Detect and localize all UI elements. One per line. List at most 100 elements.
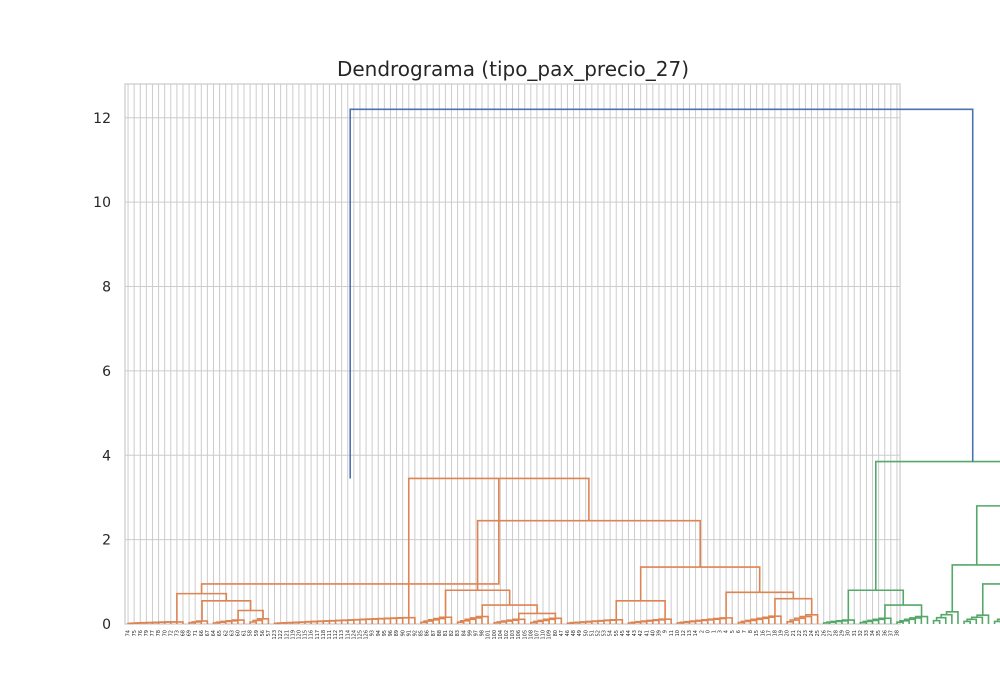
dendrogram-link-127 <box>914 615 929 624</box>
leaf-label-7: 72 <box>168 630 174 636</box>
ytick-label-4: 8 <box>102 280 111 296</box>
grid-lines <box>125 84 900 625</box>
leaf-label-28: 120 <box>297 630 303 640</box>
leaf-label-37: 124 <box>351 630 357 640</box>
leaf-label-59: 101 <box>486 630 492 640</box>
dendrogram-link-119 <box>862 620 874 624</box>
dendrogram-link-131 <box>935 616 947 624</box>
leaf-label-17: 63 <box>229 630 235 636</box>
ytick-label-6: 12 <box>93 111 111 127</box>
dendrogram-link-139 <box>996 618 1000 622</box>
dendrogram-link-185 <box>874 460 1000 591</box>
leaf-label-116: 28 <box>834 630 840 636</box>
leaf-label-2: 76 <box>138 630 144 636</box>
dendrogram-link-96 <box>740 620 752 624</box>
leaf-label-110: 22 <box>797 630 803 636</box>
leaf-label-123: 35 <box>876 630 882 636</box>
leaf-label-78: 53 <box>602 630 608 636</box>
leaf-label-113: 25 <box>815 630 821 636</box>
leaf-label-1: 75 <box>132 630 138 636</box>
leaf-label-117: 29 <box>840 630 846 636</box>
leaf-label-100: 6 <box>736 630 742 633</box>
leaf-label-90: 10 <box>675 630 681 636</box>
leaf-label-93: 14 <box>693 630 699 636</box>
leaf-label-21: 59 <box>254 630 260 636</box>
dendrogram-link-122 <box>878 617 892 624</box>
ytick-label-0: 0 <box>102 617 111 633</box>
leaf-label-80: 55 <box>614 630 620 636</box>
leaf-label-56: 99 <box>467 630 473 636</box>
leaf-label-24: 123 <box>272 630 278 640</box>
leaf-label-44: 89 <box>394 630 400 636</box>
leaf-label-86: 40 <box>650 630 656 636</box>
dendrogram-links <box>127 108 1000 625</box>
leaf-label-63: 103 <box>510 630 516 640</box>
leaf-label-14: 64 <box>211 630 217 636</box>
dendrogram-link-8 <box>170 621 184 624</box>
dendrogram-link-186 <box>349 108 974 479</box>
dendrogram-link-49 <box>433 617 447 624</box>
leaf-label-64: 106 <box>516 630 522 640</box>
leaf-label-41: 94 <box>376 630 382 636</box>
leaf-label-6: 70 <box>162 630 168 636</box>
leaf-label-68: 110 <box>541 630 547 640</box>
dendrogram-link-47 <box>423 620 434 624</box>
leaf-label-55: 84 <box>461 630 467 636</box>
dendrogram-link-105 <box>799 615 813 624</box>
leaf-label-49: 86 <box>425 630 431 636</box>
dendrogram-link-184 <box>975 505 1000 565</box>
leaf-label-60: 100 <box>492 630 498 640</box>
dendrogram-link-107 <box>774 597 813 617</box>
dendrogram-link-117 <box>841 619 856 624</box>
leaf-label-121: 33 <box>864 630 870 636</box>
leaf-label-111: 23 <box>803 630 809 636</box>
leaf-label-9: 68 <box>181 630 187 636</box>
leaf-label-22: 56 <box>260 630 266 636</box>
leaf-label-96: 1 <box>711 630 717 633</box>
dendrogram-link-123 <box>896 621 904 624</box>
dendrogram-link-137 <box>976 614 990 624</box>
leaf-label-12: 66 <box>199 630 205 636</box>
dendrogram-link-85 <box>615 599 666 620</box>
leaf-label-119: 31 <box>852 630 858 636</box>
leaf-label-85: 41 <box>644 630 650 636</box>
dendrogram-link-109 <box>639 566 761 601</box>
dendrogram-link-65 <box>548 617 563 624</box>
leaf-label-4: 77 <box>150 630 156 636</box>
dendrogram-link-94 <box>719 617 733 624</box>
leaf-label-42: 95 <box>382 630 388 636</box>
ytick-label-2: 4 <box>102 448 111 464</box>
dendrogram-link-108 <box>725 591 795 618</box>
leaf-label-32: 118 <box>321 630 327 640</box>
dendrogram-link-99 <box>756 617 770 624</box>
leaf-label-15: 65 <box>217 630 223 636</box>
leaf-label-73: 48 <box>571 630 577 636</box>
leaf-label-95: 0 <box>705 630 711 633</box>
leaf-label-112: 24 <box>809 630 815 636</box>
dendrogram-link-57 <box>496 621 508 624</box>
leaf-label-65: 105 <box>522 630 528 640</box>
leaf-label-29: 115 <box>303 630 309 640</box>
leaf-label-88: 9 <box>663 630 669 633</box>
leaf-label-87: 39 <box>657 630 663 636</box>
leaf-label-46: 91 <box>406 630 412 636</box>
leaf-label-50: 87 <box>431 630 437 636</box>
leaf-label-101: 7 <box>742 630 748 633</box>
leaf-label-52: 81 <box>443 630 449 636</box>
ytick-label-3: 6 <box>102 364 111 380</box>
leaf-label-43: 96 <box>388 630 394 636</box>
dendrogram-link-42 <box>383 617 398 624</box>
leaf-label-27: 119 <box>290 630 296 640</box>
leaf-label-48: 85 <box>419 630 425 636</box>
leaf-label-10: 69 <box>187 630 193 636</box>
leaf-label-108: 20 <box>785 630 791 636</box>
dendrogram-link-111 <box>407 477 590 618</box>
leaf-label-99: 5 <box>730 630 736 633</box>
dendrogram-link-21 <box>201 599 252 622</box>
dendrogram-link-67 <box>481 604 538 617</box>
leaf-label-26: 121 <box>284 630 290 640</box>
leaf-label-20: 58 <box>248 630 254 636</box>
ytick-label-5: 10 <box>93 195 111 211</box>
leaf-label-33: 111 <box>327 630 333 640</box>
leaf-label-106: 18 <box>773 630 779 636</box>
